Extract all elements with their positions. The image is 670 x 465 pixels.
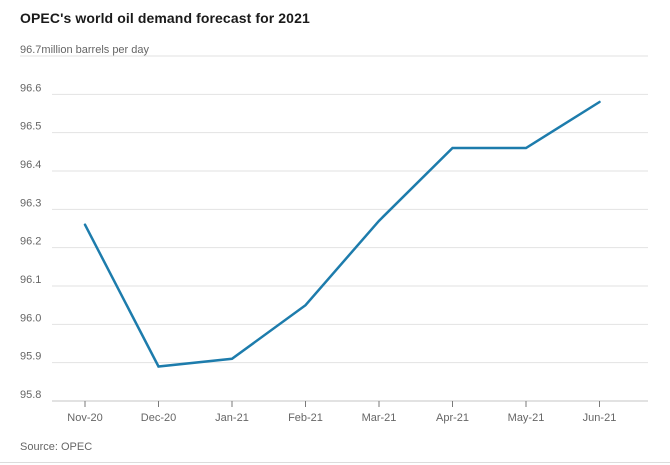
y-tick-label: 96.3 [20, 197, 41, 209]
x-tick-label: Jun-21 [583, 412, 617, 424]
x-tick-label: Nov-20 [67, 412, 102, 424]
source-label: Source: OPEC [20, 441, 93, 453]
y-axis-unit-label: 96.7million barrels per day [20, 44, 150, 56]
y-tick-label: 96.4 [20, 159, 41, 171]
y-tick-label: 96.6 [20, 82, 41, 94]
demand-forecast-line [83, 100, 601, 368]
y-tick-label: 95.9 [20, 351, 41, 363]
x-tick-label: Feb-21 [288, 412, 323, 424]
y-tick-label: 96.0 [20, 312, 41, 324]
y-tick-label: 96.1 [20, 274, 41, 286]
x-tick-label: May-21 [508, 412, 545, 424]
x-tick-label: Jan-21 [215, 412, 249, 424]
bottom-divider [0, 462, 670, 463]
y-tick-label: 96.2 [20, 236, 41, 248]
x-tick-label: Mar-21 [362, 412, 397, 424]
y-tick-label: 96.5 [20, 121, 41, 133]
y-tick-label: 95.8 [20, 389, 41, 401]
chart-title: OPEC's world oil demand forecast for 202… [20, 10, 310, 26]
x-tick-label: Dec-20 [141, 412, 176, 424]
x-tick-label: Apr-21 [436, 412, 469, 424]
